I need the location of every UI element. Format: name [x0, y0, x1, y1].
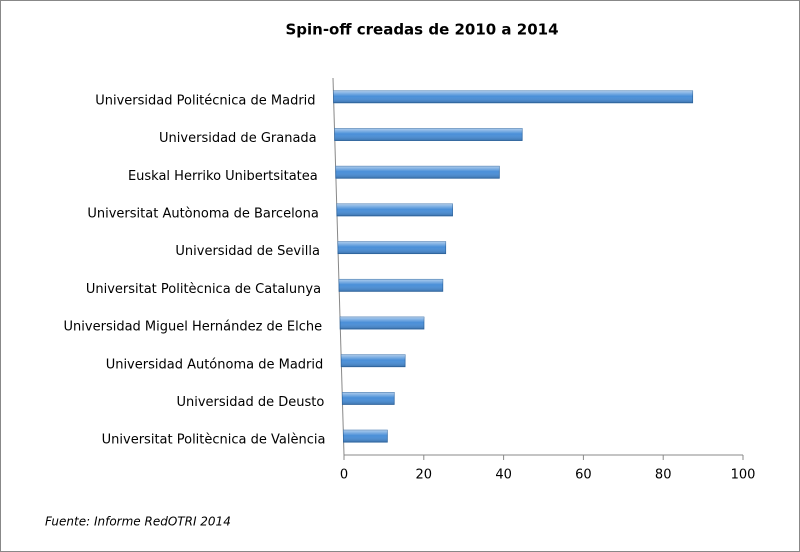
y-tick-label: Universitat Politècnica de València — [102, 433, 326, 448]
bar-shade — [341, 354, 406, 367]
y-tick-label: Universidad de Sevilla — [175, 244, 320, 259]
y-tick-label: Universidad de Granada — [159, 131, 317, 146]
y-tick-label: Universitat Autònoma de Barcelona — [87, 206, 318, 221]
y-tick-label: Universidad Miguel Hernández de Elche — [64, 320, 323, 335]
y-tick-label: Universidad de Deusto — [177, 395, 325, 410]
x-tick-label: 20 — [416, 468, 433, 483]
bar-shade — [335, 166, 500, 179]
y-tick-label: Euskal Herriko Unibertsitatea — [128, 169, 318, 184]
bar-shade — [337, 241, 446, 254]
bar-shade — [343, 430, 388, 443]
x-tick-label: 40 — [495, 468, 512, 483]
x-tick-label: 0 — [340, 468, 348, 483]
x-tick-label: 60 — [575, 468, 592, 483]
bar-shade — [340, 317, 424, 330]
y-tick-label: Universidad Politécnica de Madrid — [95, 93, 315, 108]
x-tick-label: 100 — [731, 468, 756, 483]
bar-shade — [334, 128, 523, 141]
bar-shade — [333, 90, 693, 103]
y-tick-label: Universitat Politècnica de Catalunya — [86, 282, 321, 297]
bar-shade — [342, 392, 395, 405]
x-tick-label: 80 — [655, 468, 672, 483]
source-note: Fuente: Informe RedOTRI 2014 — [45, 515, 231, 529]
bar-shade — [339, 279, 443, 292]
y-tick-label: Universidad Autónoma de Madrid — [106, 357, 324, 372]
chart-title: Spin-off creadas de 2010 a 2014 — [285, 21, 558, 39]
bar-shade — [336, 203, 453, 216]
